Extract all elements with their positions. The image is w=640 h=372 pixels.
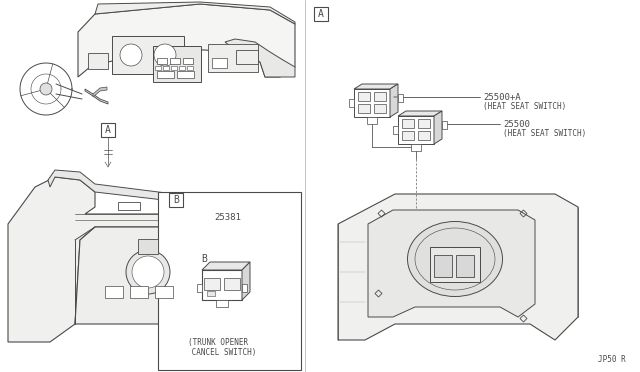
Circle shape [132, 256, 164, 288]
Polygon shape [75, 217, 198, 324]
Bar [155, 66, 161, 70]
Bar [170, 58, 180, 64]
Bar [411, 144, 421, 151]
Circle shape [120, 44, 142, 66]
Circle shape [40, 83, 52, 95]
Bar [157, 71, 174, 78]
Bar [112, 36, 184, 74]
Text: (HEAT SEAT SWITCH): (HEAT SEAT SWITCH) [503, 128, 586, 138]
Bar [208, 44, 258, 72]
Bar [101, 123, 115, 137]
Bar [236, 50, 258, 64]
Text: 25500: 25500 [503, 119, 530, 128]
Text: (HEAT SEAT SWITCH): (HEAT SEAT SWITCH) [483, 102, 566, 110]
Polygon shape [93, 87, 107, 97]
Bar [430, 247, 480, 282]
Text: CANCEL SWITCH): CANCEL SWITCH) [188, 347, 257, 356]
Bar [374, 92, 386, 101]
Bar [216, 300, 228, 307]
Polygon shape [85, 89, 108, 104]
Bar [442, 121, 447, 129]
Bar [358, 104, 370, 113]
Polygon shape [354, 84, 398, 89]
Polygon shape [8, 177, 198, 342]
Bar [179, 66, 185, 70]
Bar [398, 116, 434, 144]
Bar [393, 126, 398, 134]
Ellipse shape [408, 221, 502, 296]
Text: A: A [105, 125, 111, 135]
Bar [374, 104, 386, 113]
Bar [402, 131, 414, 140]
Bar [314, 7, 328, 21]
Bar [224, 278, 240, 290]
Bar [197, 284, 202, 292]
Bar [434, 255, 452, 277]
Bar [163, 66, 169, 70]
Bar [204, 278, 220, 290]
Polygon shape [48, 170, 198, 204]
Bar [349, 99, 354, 107]
Bar [207, 291, 215, 296]
Text: A: A [318, 9, 324, 19]
Bar [130, 286, 148, 298]
Bar [402, 119, 414, 128]
Bar [212, 58, 227, 68]
Polygon shape [368, 210, 535, 317]
Polygon shape [242, 262, 250, 300]
Text: 25500+A: 25500+A [483, 93, 520, 102]
Bar [118, 202, 140, 210]
Bar [367, 117, 377, 124]
Polygon shape [202, 262, 250, 270]
Bar [398, 94, 403, 102]
Polygon shape [434, 111, 442, 144]
Text: 25381: 25381 [214, 212, 241, 221]
Bar [456, 255, 474, 277]
Bar [187, 66, 193, 70]
Bar [183, 58, 193, 64]
Bar [153, 46, 201, 82]
Polygon shape [398, 111, 442, 116]
Text: JP50 R: JP50 R [598, 355, 626, 364]
Polygon shape [95, 2, 295, 24]
Bar [138, 239, 158, 254]
Bar [418, 131, 430, 140]
Bar [155, 286, 173, 298]
Polygon shape [390, 84, 398, 117]
Bar [169, 193, 183, 207]
Polygon shape [78, 4, 295, 77]
Bar [354, 89, 390, 117]
Bar [418, 119, 430, 128]
Bar [157, 58, 167, 64]
Bar [88, 53, 108, 69]
Bar [197, 252, 211, 266]
Text: (TRUNK OPENER: (TRUNK OPENER [188, 337, 248, 346]
Bar [242, 284, 247, 292]
Polygon shape [225, 39, 295, 77]
Polygon shape [338, 194, 578, 340]
Bar [158, 192, 301, 370]
Bar [202, 270, 242, 300]
Bar [177, 71, 194, 78]
Bar [171, 66, 177, 70]
Circle shape [154, 44, 176, 66]
Circle shape [126, 250, 170, 294]
Bar [358, 92, 370, 101]
Text: B: B [201, 254, 207, 264]
Text: B: B [173, 195, 179, 205]
Bar [105, 286, 123, 298]
